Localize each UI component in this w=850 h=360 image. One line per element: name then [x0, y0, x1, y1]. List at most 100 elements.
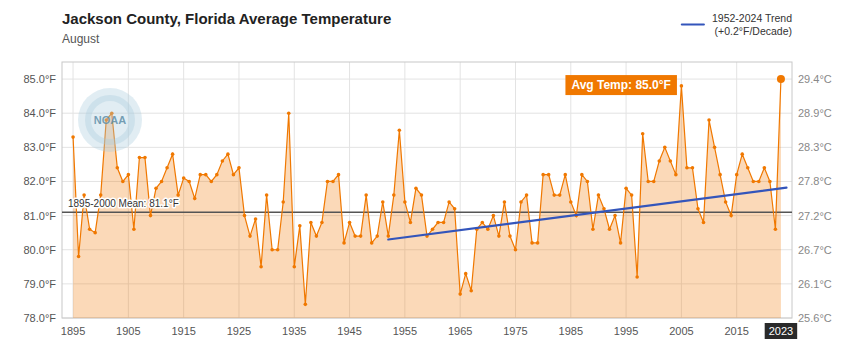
- temperature-point: [232, 173, 236, 177]
- temperature-point: [685, 166, 689, 170]
- chart: Jackson County, Florida Average Temperat…: [0, 0, 850, 360]
- temperature-point: [740, 152, 744, 156]
- temperature-point: [364, 193, 368, 197]
- temperature-point: [88, 227, 92, 231]
- temperature-point: [259, 265, 263, 269]
- temperature-line: [73, 79, 781, 304]
- temperature-point: [392, 193, 396, 197]
- temperature-point: [774, 227, 778, 231]
- temperature-point: [536, 241, 540, 245]
- y2-tick-label: 25.6°C: [798, 312, 832, 324]
- temperature-point: [514, 248, 518, 252]
- temperature-point: [525, 193, 529, 197]
- x-tick-label: 1925: [227, 325, 251, 337]
- y2-tick-label: 26.1°C: [798, 278, 832, 290]
- temperature-point: [93, 231, 97, 235]
- highlight-x-tick-box: [765, 323, 797, 339]
- y-tick-label: 81.0°F: [23, 210, 56, 222]
- temperature-point: [707, 118, 711, 122]
- temperature-point: [563, 173, 567, 177]
- temperature-point: [132, 227, 136, 231]
- temperature-point: [751, 180, 755, 184]
- temperature-point: [646, 180, 650, 184]
- y-tick-label: 82.0°F: [23, 175, 56, 187]
- temperature-point: [547, 173, 551, 177]
- temperature-point: [442, 221, 446, 225]
- temperature-point: [508, 234, 512, 238]
- temperature-point: [431, 227, 435, 231]
- temperature-point: [353, 234, 357, 238]
- y-grid-line: [62, 79, 792, 80]
- temperature-point: [724, 200, 728, 204]
- temperature-point: [641, 132, 645, 136]
- temperature-point: [121, 180, 125, 184]
- temperature-point: [160, 180, 164, 184]
- temperature-point: [713, 146, 717, 150]
- grid: [62, 62, 792, 318]
- temperature-point: [619, 241, 623, 245]
- temperature-point: [326, 180, 330, 184]
- temperature-point: [469, 289, 473, 293]
- temperature-point: [608, 227, 612, 231]
- temperature-point: [370, 241, 374, 245]
- temperature-point: [248, 234, 252, 238]
- temperature-point: [630, 193, 634, 197]
- temperature-point: [492, 214, 496, 218]
- temperature-point: [348, 221, 352, 225]
- temperature-point: [226, 152, 230, 156]
- temperature-point: [198, 173, 202, 177]
- temperature-point: [569, 200, 573, 204]
- temperature-point: [624, 186, 628, 190]
- temperature-point: [276, 248, 280, 252]
- y2-tick-label: 26.7°C: [798, 244, 832, 256]
- legend-swatch: [682, 23, 704, 25]
- temperature-point: [519, 200, 523, 204]
- title: Jackson County, Florida Average Temperat…: [62, 10, 391, 27]
- temperature-point: [486, 227, 490, 231]
- subtitle: August: [62, 32, 100, 46]
- y2-tick-label: 27.8°C: [798, 175, 832, 187]
- y2-tick-label: 28.3°C: [798, 141, 832, 153]
- temperature-point: [530, 241, 534, 245]
- temperature-point: [602, 207, 606, 211]
- temperature-point: [193, 197, 197, 201]
- y-tick-label: 78.0°F: [23, 312, 56, 324]
- temperature-point: [652, 180, 656, 184]
- temperature-point: [127, 173, 131, 177]
- temperature-point: [586, 180, 590, 184]
- temperature-point: [398, 128, 402, 132]
- temperature-point: [680, 84, 684, 88]
- temperature-point: [375, 234, 379, 238]
- temperature-point: [171, 152, 175, 156]
- x-tick-label: 1945: [337, 325, 361, 337]
- temperature-point: [768, 180, 772, 184]
- mean-label: 1895-2000 Mean: 81.1°F: [68, 198, 179, 209]
- plot-frame: [62, 62, 792, 318]
- temperature-point: [359, 234, 363, 238]
- temperature-point: [187, 180, 191, 184]
- temperature-point: [309, 221, 313, 225]
- temperature-point: [176, 193, 180, 197]
- temperature-point: [503, 200, 507, 204]
- temperature-point: [458, 292, 462, 296]
- temperature-point: [757, 180, 761, 184]
- temperature-point: [663, 146, 667, 150]
- temperature-point: [541, 173, 545, 177]
- highlight-x-tick-label: 2023: [769, 325, 793, 337]
- temperature-point: [403, 200, 407, 204]
- y-tick-label: 83.0°F: [23, 141, 56, 153]
- area-fill: [73, 79, 781, 318]
- x-tick-label: 1985: [559, 325, 583, 337]
- x-tick-label: 1915: [171, 325, 195, 337]
- temperature-point: [414, 186, 418, 190]
- axes: 78.0°F79.0°F80.0°F81.0°F82.0°F83.0°F84.0…: [23, 73, 831, 337]
- temperature-point: [718, 173, 722, 177]
- temperature-point: [342, 241, 346, 245]
- x-tick-label: 1895: [61, 325, 85, 337]
- temperature-point: [281, 200, 285, 204]
- x-tick-label: 2005: [669, 325, 693, 337]
- temperature-point: [270, 248, 274, 252]
- temperature-point: [669, 159, 673, 163]
- temperature-point: [729, 214, 733, 218]
- temperature-point: [82, 193, 86, 197]
